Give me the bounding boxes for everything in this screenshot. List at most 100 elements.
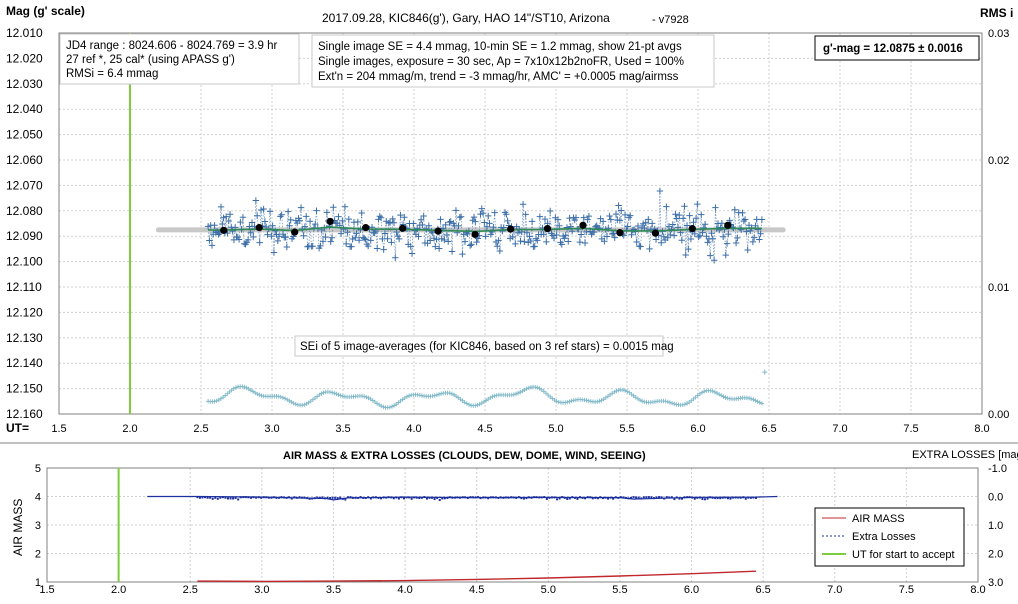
single-image-point (546, 207, 554, 215)
single-image-point (739, 209, 746, 217)
extra-losses-point (619, 496, 622, 499)
extra-losses-point (642, 496, 645, 499)
rms-point (524, 386, 529, 392)
single-image-point (503, 211, 510, 218)
rms-point (680, 402, 685, 408)
rms-point (321, 390, 326, 395)
single-image-point (394, 232, 402, 240)
single-image-point (528, 218, 536, 225)
extra-losses-point (382, 496, 385, 499)
avg-point (506, 225, 515, 233)
extra-losses-point (454, 496, 457, 499)
extra-losses-point (295, 496, 298, 499)
extra-losses-point (691, 496, 694, 499)
single-image-point (611, 234, 618, 241)
extra-losses-point (673, 498, 676, 501)
single-image-point (327, 238, 334, 245)
bottom-x-tick-label: 7.0 (827, 584, 842, 596)
bottom-y-tick-label: 4 (35, 492, 41, 504)
top-chart-y-ticks: 12.010 12.020 12.030 12.040 12.050 12.060 12.0… (6, 26, 43, 421)
extra-losses-point (397, 497, 400, 500)
bottom-chart-y2-label: EXTRA LOSSES [mag] (912, 449, 1018, 461)
extra-losses-point (270, 496, 273, 499)
single-image-point (312, 220, 319, 228)
top-chart-y2-ticks: 0.03 0.02 0.01 0.00 (988, 28, 1009, 421)
single-image-point (414, 225, 421, 232)
extra-losses-point (510, 496, 513, 499)
single-image-point (526, 233, 533, 240)
top-y-tick-label: 12.050 (6, 128, 43, 142)
single-image-point (237, 218, 244, 226)
single-image-point (673, 215, 680, 222)
extra-losses-point (278, 496, 281, 499)
extra-losses-point (726, 497, 729, 500)
single-image-point (681, 203, 688, 210)
single-image-point (718, 219, 726, 227)
single-image-point (260, 205, 267, 213)
rms-point (257, 392, 262, 398)
extra-losses-point (492, 496, 495, 499)
single-image-point (278, 211, 285, 218)
extra-losses-point (334, 496, 337, 499)
extra-losses-point (520, 497, 523, 500)
single-image-point (700, 224, 708, 232)
bottom-x-tick-label: 2.0 (111, 584, 126, 596)
single-image-point (455, 222, 462, 230)
extra-losses-point (573, 496, 576, 499)
single-image-point (583, 228, 590, 236)
single-image-point (376, 213, 383, 220)
single-image-point (425, 222, 433, 229)
single-image-point (722, 251, 729, 259)
extra-losses-point (494, 496, 497, 499)
extra-losses-point (306, 497, 309, 500)
extra-losses-point (308, 497, 311, 500)
bottom-x-tick-label: 4.5 (469, 584, 484, 596)
rms-point (533, 384, 538, 390)
single-image-point (330, 204, 337, 211)
top-y-tick-label: 12.100 (6, 255, 43, 269)
avg-point (434, 227, 442, 235)
top-y-tick-label: 12.040 (6, 102, 43, 116)
extra-losses-point (681, 497, 684, 500)
extra-losses-point (206, 496, 209, 499)
info-box-1-line-2: 27 ref *, 25 cal* (using APASS g') (66, 54, 235, 66)
single-image-point (676, 211, 683, 219)
extra-losses-point (303, 496, 306, 499)
single-image-point (415, 233, 422, 240)
top-y-tick-label: 12.110 (6, 280, 42, 294)
extra-losses-point (637, 496, 640, 499)
single-image-point (270, 249, 278, 256)
single-image-point (443, 231, 451, 239)
single-image-point (437, 216, 444, 223)
avg-point (579, 221, 587, 229)
bottom-y2-tick-label: 2.0 (988, 549, 1003, 561)
single-image-point (470, 213, 478, 221)
single-image-point (247, 229, 254, 236)
extra-losses-point (336, 497, 339, 500)
top-y-tick-label: 12.080 (6, 204, 43, 218)
single-image-point (433, 236, 440, 243)
sei-box (294, 335, 664, 357)
rms-point (723, 395, 728, 400)
rms-point (436, 392, 442, 397)
single-image-point (531, 243, 538, 250)
single-image-point (441, 236, 448, 244)
avg-point (724, 221, 732, 229)
extra-losses-point (415, 496, 418, 499)
single-image-point (504, 217, 511, 225)
extra-losses-point (239, 496, 242, 499)
single-image-point (610, 230, 617, 237)
avg-point (471, 230, 479, 239)
extra-losses-point (545, 497, 548, 500)
single-image-point (642, 219, 649, 226)
top-x-tick-label: 6.0 (690, 423, 705, 435)
rms-point (663, 399, 668, 404)
single-image-point (343, 240, 350, 248)
rms-point (340, 393, 346, 399)
single-image-point (211, 222, 218, 229)
extra-losses-point (326, 496, 329, 499)
single-image-point (750, 234, 758, 241)
bottom-chart-plot-area (46, 467, 979, 583)
single-image-point (668, 226, 675, 233)
single-image-point (461, 238, 469, 245)
